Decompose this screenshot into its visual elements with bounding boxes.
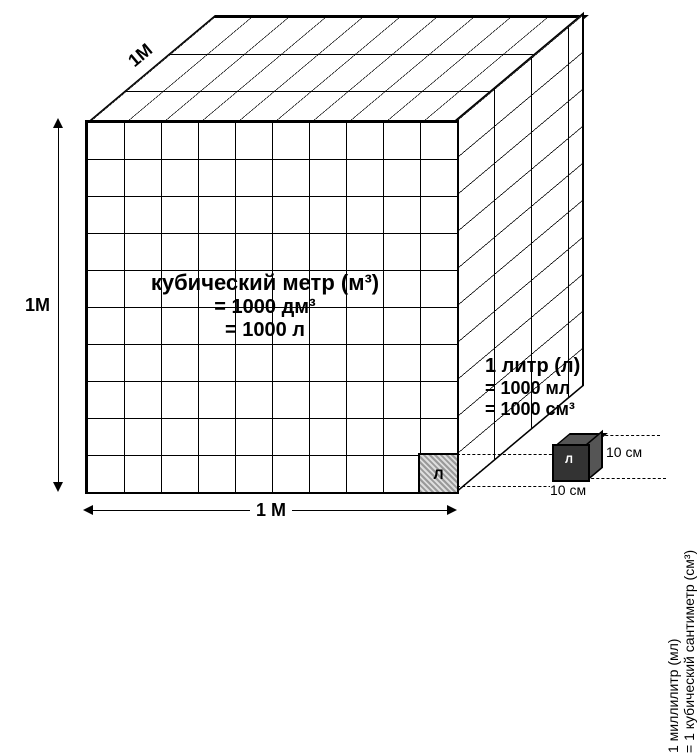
dash-2 bbox=[457, 454, 557, 455]
dim-left-label: 1М bbox=[25, 295, 50, 316]
small-cube-liter-label: Л bbox=[552, 454, 586, 466]
big-cube-text: кубический метр (м³) = 1000 дм³ = 1000 л bbox=[110, 270, 420, 342]
diagram-canvas: Л кубический метр (м³) = 1000 дм³ = 1000… bbox=[10, 10, 700, 533]
dash-4 bbox=[600, 435, 660, 436]
small-dim-side: 10 см bbox=[606, 444, 642, 460]
dim-bottom-label: 1 М bbox=[250, 500, 292, 521]
dash-3 bbox=[586, 478, 666, 479]
m3-title: кубический метр (м³) bbox=[110, 270, 420, 296]
m3-line1: = 1000 дм³ bbox=[110, 296, 420, 319]
big-cube-liter-cell: Л bbox=[418, 453, 459, 494]
liter-cell-label: Л bbox=[434, 466, 444, 482]
dim-left-cap-bot bbox=[53, 482, 63, 492]
liter-title: 1 литр (л) bbox=[485, 355, 645, 378]
small-dim-bottom: 10 см bbox=[550, 482, 586, 498]
dim-bottom-cap-r bbox=[447, 505, 457, 515]
dim-left-cap-top bbox=[53, 118, 63, 128]
ml-line1: 1 миллилитр (мл) bbox=[665, 453, 681, 753]
ml-line2: = 1 кубический сантиметр (см³) bbox=[681, 453, 697, 753]
small-cube-text: 1 литр (л) = 1000 мл = 1000 см³ bbox=[485, 355, 645, 420]
dim-bottom-cap-l bbox=[83, 505, 93, 515]
liter-line2: = 1000 см³ bbox=[485, 399, 645, 420]
ml-cm3-text: 1 миллилитр (мл) = 1 кубический сантимет… bbox=[665, 453, 697, 753]
liter-line1: = 1000 мл bbox=[485, 378, 645, 399]
dim-left-line bbox=[58, 120, 59, 490]
m3-line2: = 1000 л bbox=[110, 319, 420, 342]
